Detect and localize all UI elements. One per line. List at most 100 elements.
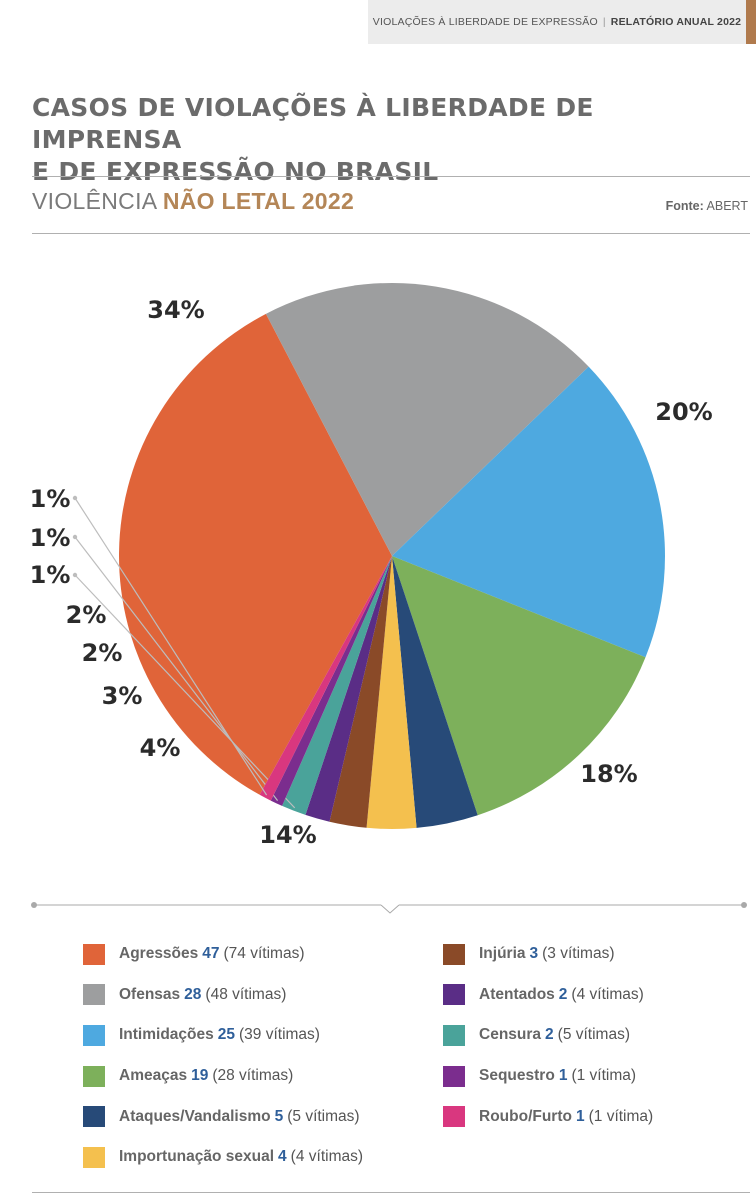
- slice-label-2: 20%: [655, 398, 712, 426]
- chart-title: VIOLÊNCIA NÃO LETAL 2022: [32, 188, 354, 215]
- legend-divider: [31, 902, 747, 914]
- pie-slice-2: [265, 282, 589, 556]
- slice-label-9: 1%: [30, 561, 71, 589]
- slice-label-10: 1%: [30, 524, 71, 552]
- legend-swatch: [443, 1106, 465, 1128]
- legend-count: 3: [529, 945, 539, 963]
- legend-victims: (5 vítimas): [287, 1107, 360, 1125]
- report-name: RELATÓRIO ANUAL 2022: [610, 16, 742, 28]
- leader-line-11: [74, 497, 268, 796]
- legend-category: Ameaças: [119, 1067, 188, 1085]
- legend-item: Ataques/Vandalismo 5 (5 vítimas): [83, 1096, 363, 1137]
- legend-item: Censura 2 (5 vítimas): [443, 1015, 653, 1056]
- chart-title-normal: VIOLÊNCIA: [32, 188, 157, 214]
- legend-swatch: [83, 1024, 105, 1046]
- legend-count: 1: [558, 1067, 568, 1085]
- legend-count: 47: [202, 945, 220, 963]
- legend-swatch: [83, 1146, 105, 1168]
- source-value: ABERT: [706, 199, 748, 213]
- legend-item: Injúria 3 (3 vítimas): [443, 934, 653, 975]
- slice-label-7: 2%: [82, 639, 123, 667]
- leader-dot-11: [72, 495, 78, 501]
- legend-item: Sequestro 1 (1 vítima): [443, 1056, 653, 1097]
- pie-slice-8: [305, 556, 392, 822]
- legend-victims: (3 vítimas): [542, 945, 615, 963]
- pie-slice-1: [119, 313, 393, 795]
- pie-slice-10: [270, 556, 392, 806]
- leader-line-9: [74, 574, 296, 809]
- legend-count: 2: [558, 985, 568, 1003]
- legend-item: Agressões 47 (74 vítimas): [83, 934, 363, 975]
- page-title-line-2: E DE EXPRESSÃO NO BRASIL: [32, 157, 439, 186]
- leader-dot-10: [72, 534, 78, 540]
- source-note: Fonte: ABERT: [666, 199, 748, 213]
- pie-slice-9: [282, 556, 392, 815]
- legend-category: Censura: [479, 1026, 542, 1044]
- legend-count: 1: [575, 1107, 585, 1125]
- pie-slice-11: [259, 556, 392, 801]
- legend-count: 2: [545, 1026, 554, 1044]
- legend-victims: (1 vítima): [571, 1067, 637, 1085]
- slice-label-4: 14%: [259, 821, 316, 849]
- divider-top: [32, 176, 750, 177]
- legend-victims: (48 vítimas): [205, 985, 287, 1003]
- slice-label-11: 1%: [30, 485, 71, 513]
- report-header: VIOLAÇÕES À LIBERDADE DE EXPRESSÃO | REL…: [368, 0, 746, 44]
- legend-count: 19: [191, 1067, 209, 1085]
- legend-category: Sequestro: [479, 1067, 555, 1085]
- legend-count: 4: [278, 1148, 287, 1166]
- legend-category: Importunação sexual: [119, 1148, 275, 1166]
- legend-swatch: [443, 943, 465, 965]
- legend-count: 25: [217, 1026, 235, 1044]
- legend-item: Roubo/Furto 1 (1 vítima): [443, 1096, 653, 1137]
- legend-category: Ofensas: [119, 985, 181, 1003]
- legend-item: Ameaças 19 (28 vítimas): [83, 1056, 363, 1097]
- legend-item: Atentados 2 (4 vítimas): [443, 975, 653, 1016]
- legend-category: Atentados: [479, 985, 555, 1003]
- legend-victims: (1 vítima): [588, 1107, 654, 1125]
- leader-line-10: [74, 536, 279, 801]
- source-label: Fonte:: [665, 199, 704, 213]
- chart-title-bold: NÃO LETAL 2022: [162, 188, 355, 214]
- pie-chart: 34% 20% 18% 14% 4% 3% 2% 2% 1% 1% 1%: [30, 282, 713, 849]
- leader-dot-9: [72, 572, 78, 578]
- legend-swatch: [443, 1024, 465, 1046]
- slice-label-8: 2%: [66, 601, 107, 629]
- legend-swatch: [443, 1065, 465, 1087]
- legend-swatch: [83, 943, 105, 965]
- pie-slice-7: [329, 556, 392, 828]
- section-name: VIOLAÇÕES À LIBERDADE DE EXPRESSÃO: [372, 16, 598, 28]
- header-separator: |: [602, 16, 606, 28]
- legend-item: Ofensas 28 (48 vítimas): [83, 975, 363, 1016]
- legend-victims: (39 vítimas): [239, 1026, 320, 1044]
- legend-victims: (28 vítimas): [212, 1067, 294, 1085]
- legend-item: Importunação sexual 4 (4 vítimas): [83, 1137, 363, 1178]
- legend-left-column: Agressões 47 (74 vítimas) Ofensas 28 (48 víti…: [83, 934, 363, 1178]
- divider-bottom: [32, 1192, 750, 1193]
- legend-swatch: [443, 984, 465, 1006]
- legend-category: Roubo/Furto: [479, 1107, 572, 1125]
- pie-slice-3: [392, 366, 666, 658]
- legend-victims: (74 vítimas): [223, 945, 305, 963]
- legend-swatch: [83, 1065, 105, 1087]
- slice-label-1: 34%: [147, 296, 204, 324]
- page-title: CASOS DE VIOLAÇÕES À LIBERDADE DE IMPREN…: [32, 92, 752, 188]
- pie-slice-6: [366, 556, 417, 829]
- divider-subtitle: [32, 233, 750, 234]
- page-title-line-1: CASOS DE VIOLAÇÕES À LIBERDADE DE IMPREN…: [32, 93, 594, 154]
- legend-victims: (5 vítimas): [557, 1026, 630, 1044]
- legend-count: 28: [184, 985, 202, 1003]
- legend-count: 5: [274, 1107, 284, 1125]
- legend-category: Intimidações: [119, 1026, 214, 1044]
- pie-slice-4: [392, 556, 646, 816]
- header-accent: [746, 0, 756, 44]
- legend-right-column: Injúria 3 (3 vítimas) Atentados 2 (4 vítimas)…: [443, 934, 653, 1137]
- legend-swatch: [83, 1106, 105, 1128]
- legend-item: Intimidações 25 (39 vítimas): [83, 1015, 363, 1056]
- pie-slice-5: [392, 556, 478, 828]
- slice-label-6: 3%: [102, 682, 143, 710]
- legend-category: Ataques/Vandalismo: [119, 1107, 271, 1125]
- legend-category: Agressões: [119, 945, 199, 963]
- slice-label-5: 4%: [140, 734, 181, 762]
- legend-victims: (4 vítimas): [571, 985, 644, 1003]
